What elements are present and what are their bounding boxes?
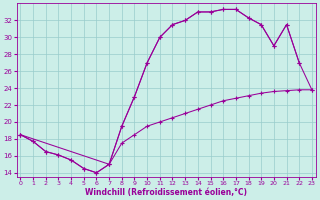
X-axis label: Windchill (Refroidissement éolien,°C): Windchill (Refroidissement éolien,°C) [85,188,247,197]
